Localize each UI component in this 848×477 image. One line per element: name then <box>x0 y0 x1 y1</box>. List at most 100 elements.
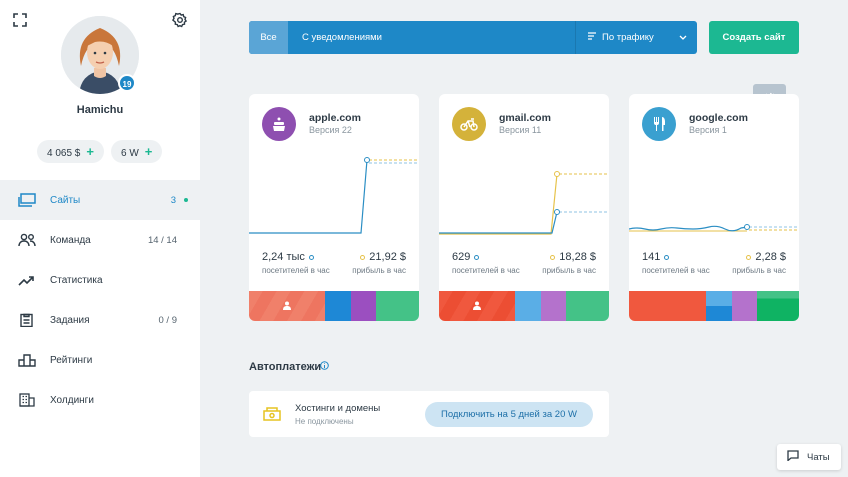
site-name: apple.com <box>309 112 361 124</box>
sidebar-item-count: 3 <box>170 194 176 206</box>
visitors-value: 2,24 тыс <box>262 251 305 263</box>
traffic-chart <box>249 157 419 234</box>
profit-legend-icon <box>550 254 556 260</box>
site-card[interactable]: gmail.com Версия 11 629 посетителей в ча… <box>439 94 609 321</box>
avatar[interactable] <box>61 16 139 94</box>
site-filter-bar: Все С уведомлениями По трафику <box>249 21 697 54</box>
chats-button[interactable]: Чаты <box>777 444 841 470</box>
site-version: Версия 1 <box>689 125 727 135</box>
sidebar-item-team[interactable]: Команда 14 / 14 <box>0 220 200 260</box>
autopay-item: Хостинги и домены Не подключены Подключи… <box>249 391 609 437</box>
filter-notifications-tab[interactable]: С уведомлениями <box>302 32 382 43</box>
bicycle-icon <box>452 107 486 141</box>
sidebar-item-holdings[interactable]: Холдинги <box>0 380 200 420</box>
team-slot-admin[interactable] <box>757 291 799 321</box>
profit-value: 18,28 $ <box>559 251 596 263</box>
fullscreen-icon[interactable] <box>13 13 27 27</box>
sidebar-item-ratings[interactable]: Рейтинги <box>0 340 200 380</box>
site-name: google.com <box>689 112 748 124</box>
team-slot-marketing[interactable] <box>439 291 515 321</box>
site-team-bar[interactable] <box>439 291 609 321</box>
sidebar-item-label: Задания <box>50 314 90 326</box>
cake-icon <box>262 107 296 141</box>
site-card[interactable]: google.com Версия 1 141 посетителей в ча… <box>629 94 799 321</box>
chat-icon <box>787 450 799 464</box>
traffic-chart <box>629 224 799 232</box>
traffic-chart <box>439 171 609 235</box>
profit-label: прибыль в час <box>352 266 406 275</box>
chevron-down-icon <box>679 21 687 54</box>
filter-all-tab[interactable]: Все <box>249 21 288 54</box>
profit-label: прибыль в час <box>542 266 596 275</box>
sidebar-item-count: 0 / 9 <box>158 314 178 326</box>
add-money-icon[interactable]: + <box>86 144 94 159</box>
sidebar-item-label: Холдинги <box>50 394 94 406</box>
sort-icon <box>588 21 596 54</box>
username: Hamichu <box>76 104 124 116</box>
team-slot-admin[interactable] <box>566 291 609 321</box>
podium-icon <box>18 353 36 367</box>
sidebar-item-label: Команда <box>50 234 91 246</box>
profit-legend-icon <box>360 254 366 260</box>
sidebar-nav: Сайты 3 Команда 14 / 14 Статистика Задан… <box>0 180 200 420</box>
visitors-value: 141 <box>642 251 661 263</box>
info-icon[interactable] <box>320 357 329 375</box>
team-slot-dev[interactable] <box>706 291 732 321</box>
sort-dropdown[interactable]: По трафику <box>575 21 697 54</box>
profit-legend-icon <box>746 254 752 260</box>
team-slot-dev[interactable] <box>325 291 351 321</box>
team-slot-design[interactable] <box>732 291 757 321</box>
notification-dot <box>184 198 188 202</box>
balance-money-value: 4 065 $ <box>47 148 81 159</box>
team-slot-marketing[interactable] <box>249 291 325 321</box>
trend-icon <box>18 273 36 287</box>
visitors-value: 629 <box>452 251 471 263</box>
money-icon <box>263 405 281 426</box>
team-slot-marketing[interactable] <box>629 291 706 321</box>
connect-autopay-button[interactable]: Подключить на 5 дней за 20 W <box>425 402 593 427</box>
team-slot-design[interactable] <box>541 291 566 321</box>
autopay-item-name: Хостинги и домены <box>295 403 381 414</box>
sidebar-item-label: Статистика <box>50 274 103 286</box>
site-name: gmail.com <box>499 112 551 124</box>
add-w-icon[interactable]: + <box>144 144 153 159</box>
team-icon <box>18 233 36 247</box>
level-badge: 19 <box>118 74 136 92</box>
visitors-label: посетителей в час <box>642 266 710 275</box>
team-slot-dev[interactable] <box>515 291 541 321</box>
profit-value: 2,28 $ <box>755 251 786 263</box>
sidebar-item-count: 14 / 14 <box>147 234 177 246</box>
profit-label: прибыль в час <box>732 266 786 275</box>
balance-w-pill[interactable]: 6 W + <box>111 140 163 163</box>
sort-label: По трафику <box>602 32 654 43</box>
create-site-button[interactable]: Создать сайт <box>709 21 799 54</box>
site-version: Версия 22 <box>309 125 352 135</box>
person-icon <box>283 297 291 315</box>
visitors-legend-icon <box>664 254 670 260</box>
team-slot-design[interactable] <box>351 291 376 321</box>
site-card[interactable]: apple.com Версия 22 2,24 тыс посетителей… <box>249 94 419 321</box>
visitors-legend-icon <box>308 254 314 260</box>
autopay-title: Автоплатежи <box>249 361 322 373</box>
sidebar-item-statistics[interactable]: Статистика <box>0 260 200 300</box>
visitors-label: посетителей в час <box>452 266 520 275</box>
sidebar: 19 Hamichu 4 065 $ + 6 W + Сайты 3 Команда… <box>0 0 200 477</box>
sidebar-item-label: Рейтинги <box>50 354 93 366</box>
sidebar-item-label: Сайты <box>50 194 81 206</box>
site-team-bar[interactable] <box>249 291 419 321</box>
site-team-bar[interactable] <box>629 291 799 321</box>
cutlery-icon <box>642 107 676 141</box>
autopay-item-status: Не подключены <box>295 417 354 426</box>
sidebar-item-sites[interactable]: Сайты 3 <box>0 180 200 220</box>
team-slot-admin[interactable] <box>376 291 419 321</box>
gear-icon[interactable] <box>171 12 188 28</box>
site-version: Версия 11 <box>499 125 542 135</box>
balance-money-pill[interactable]: 4 065 $ + <box>37 140 104 163</box>
chats-label: Чаты <box>807 451 830 463</box>
person-icon <box>473 297 481 315</box>
visitors-label: посетителей в час <box>262 266 330 275</box>
profit-value: 21,92 $ <box>369 251 406 263</box>
building-icon <box>18 393 36 407</box>
sidebar-item-tasks[interactable]: Задания 0 / 9 <box>0 300 200 340</box>
clipboard-icon <box>18 313 36 327</box>
